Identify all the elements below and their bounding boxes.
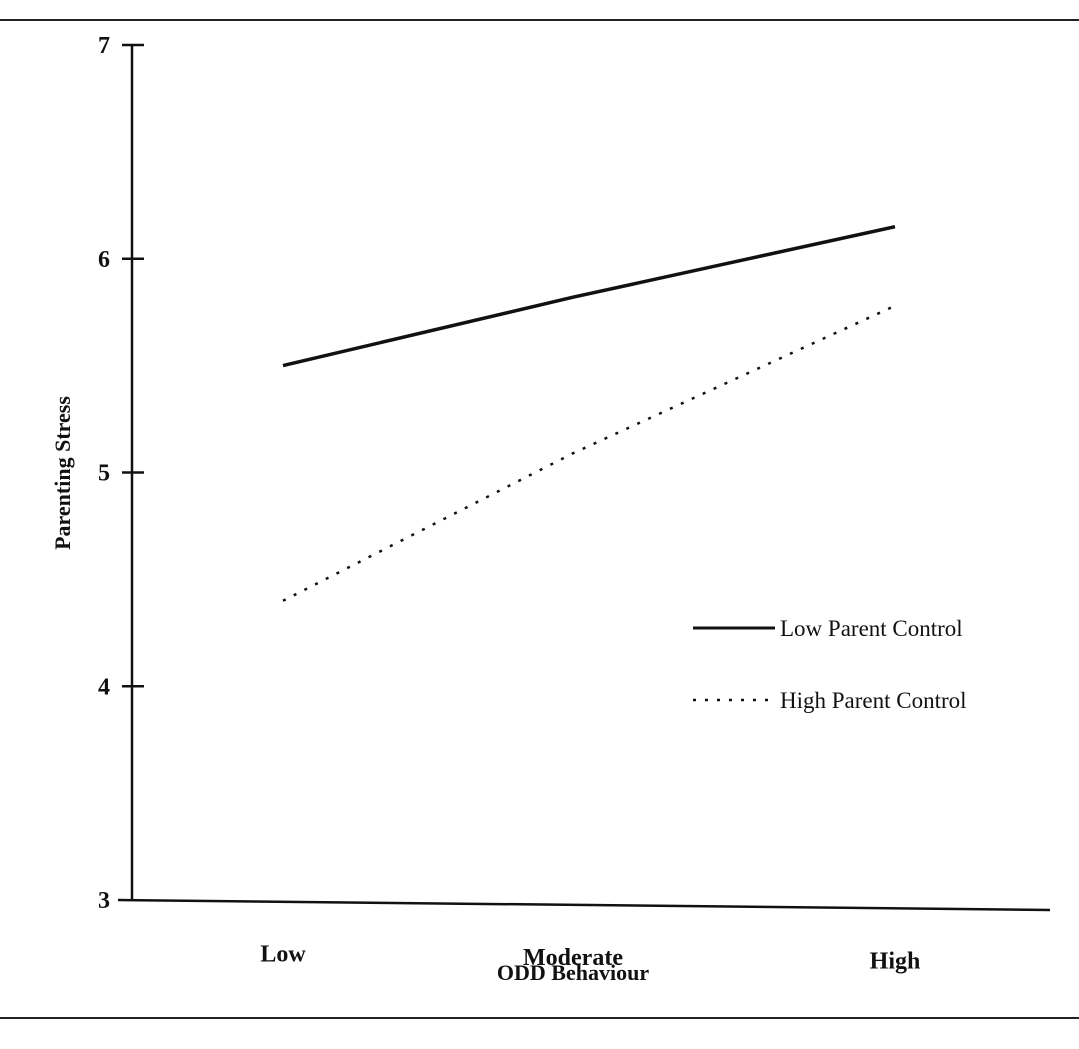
y-tick-label: 6 [98, 247, 110, 273]
y-tick-label: 7 [98, 33, 110, 59]
x-axis-label: ODD Behaviour [497, 960, 649, 985]
y-tick-label: 4 [98, 674, 110, 700]
legend-label: High Parent Control [780, 688, 967, 713]
x-tick-label: Moderate [523, 945, 623, 971]
x-tick-label: High [870, 948, 921, 974]
legend: Low Parent Control High Parent Control [693, 616, 967, 713]
legend-label: Low Parent Control [780, 616, 963, 641]
series-line-high-parent-control [282, 304, 896, 602]
series-group [282, 224, 896, 602]
series-line-low-parent-control [282, 224, 896, 368]
x-tick-label: Low [260, 942, 306, 968]
y-axis-label: Parenting Stress [50, 396, 75, 550]
y-tick-label: 5 [98, 461, 110, 487]
y-tick-label: 3 [98, 888, 110, 914]
axes: 3 4 5 6 7 Low Moderate High [98, 33, 1051, 974]
x-axis-line [117, 898, 1051, 912]
